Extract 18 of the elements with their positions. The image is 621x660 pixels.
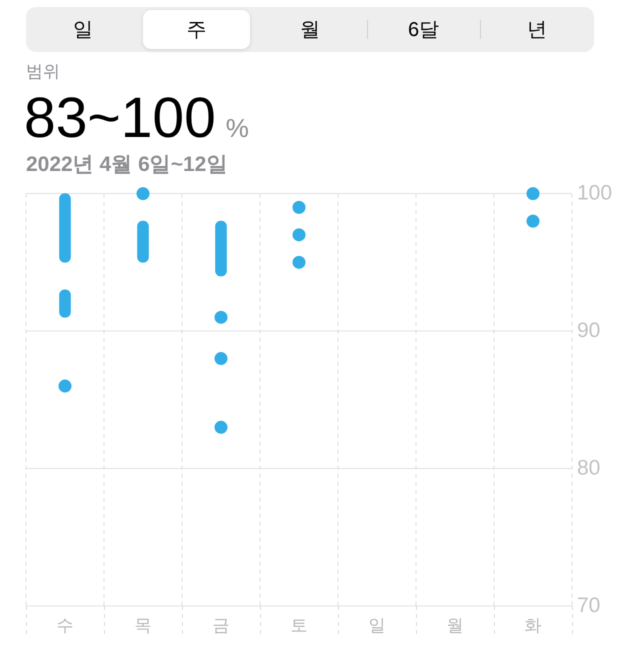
- y-tick-label: 70: [577, 594, 600, 617]
- bar: [59, 193, 71, 263]
- x-tick-label: 수: [56, 616, 74, 635]
- y-tick-label: 90: [577, 318, 600, 342]
- chart-subtitle: 83~100 %: [24, 86, 249, 150]
- bar: [137, 220, 149, 263]
- x-tick-label: 금: [212, 616, 230, 635]
- x-tick-label: 화: [524, 616, 542, 635]
- x-tick-label: 토: [290, 616, 308, 635]
- text: 2022년 4월 6일~12일: [26, 153, 228, 176]
- x-tick-label: 월: [446, 616, 464, 635]
- x-tick-label: 목: [134, 616, 152, 635]
- segmented-control: 일 주 월 6달 년: [26, 7, 594, 52]
- chart-title: 범위: [26, 62, 60, 81]
- x-tick-label: 일: [368, 616, 386, 635]
- y-tick-label: 100: [577, 181, 612, 204]
- bar: [215, 220, 227, 276]
- y-tick-label: 80: [577, 456, 600, 480]
